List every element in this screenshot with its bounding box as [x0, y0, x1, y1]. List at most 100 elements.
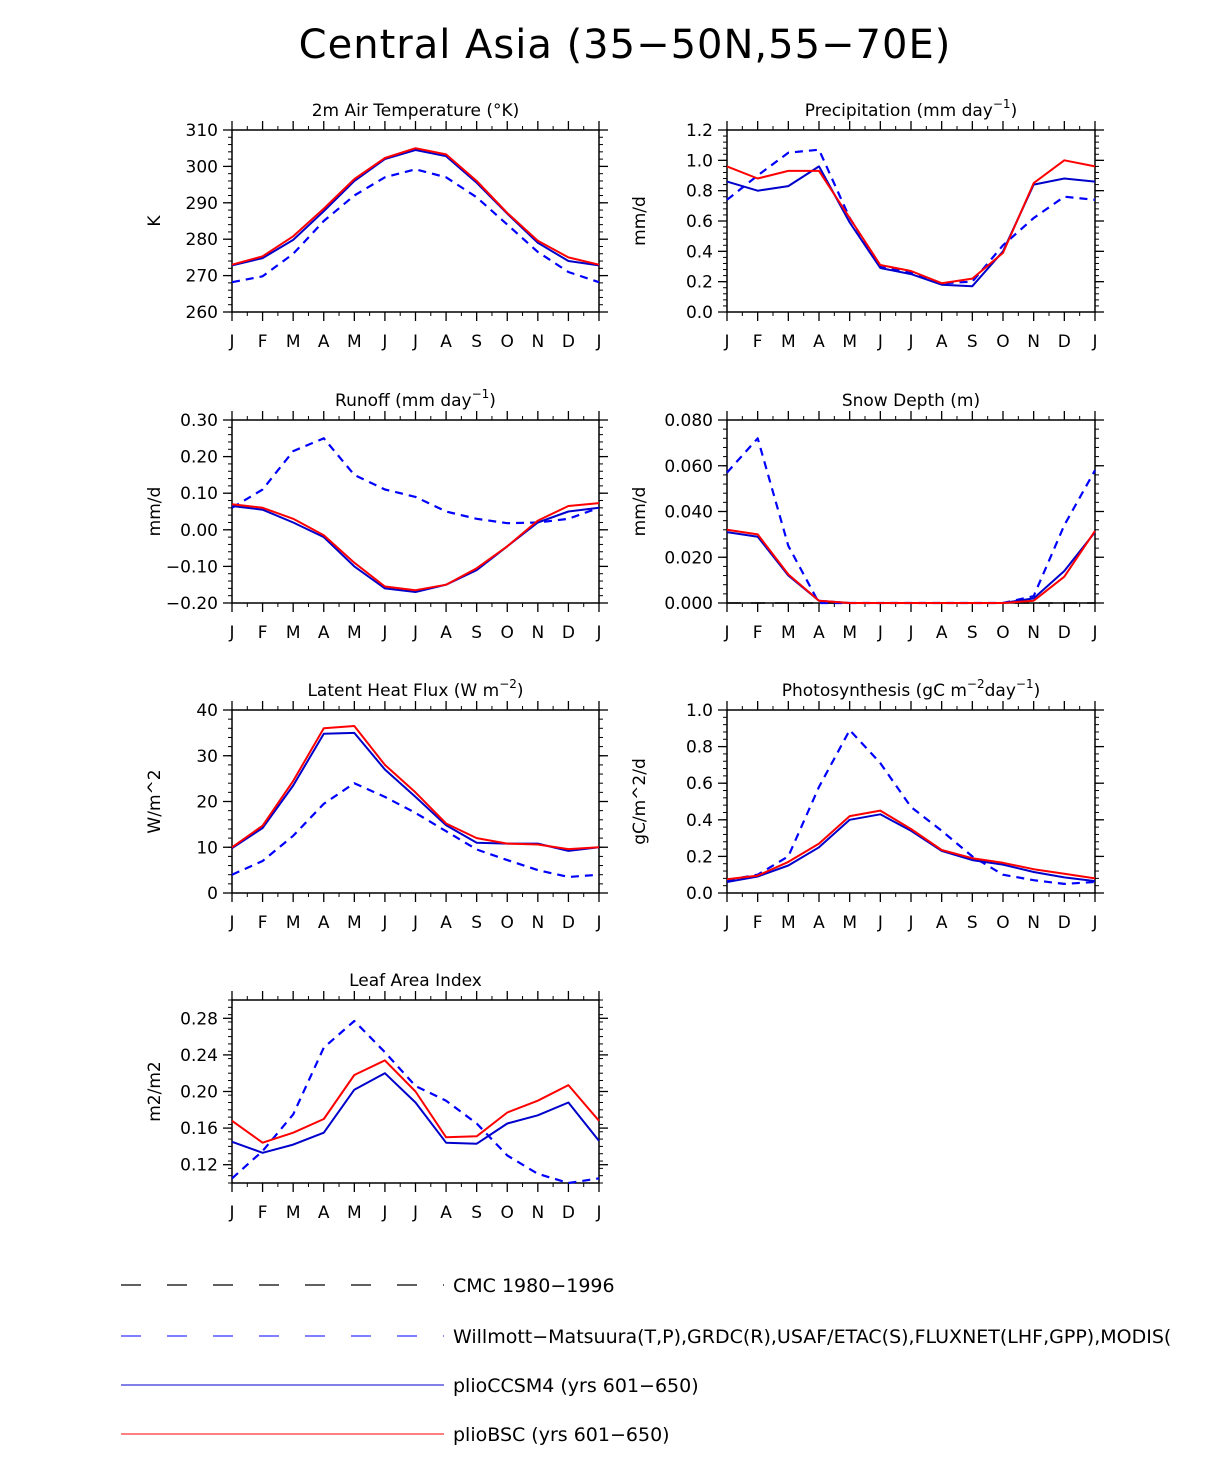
plot-frame [231, 419, 600, 604]
x-tick-label: J [877, 332, 883, 352]
x-tick-label: J [907, 913, 913, 933]
x-tick-label: J [381, 1203, 387, 1223]
panel-title: Latent Heat Flux (W m−2) [307, 677, 523, 701]
x-tick-label: M [286, 1203, 301, 1223]
y-tick-label: −0.20 [166, 594, 218, 614]
x-tick-label: O [501, 332, 514, 352]
x-tick-label: F [753, 913, 763, 933]
legend-item: plioBSC (yrs 601−650) [121, 1424, 670, 1446]
series-line-obs [231, 437, 600, 525]
x-tick-label: A [813, 913, 825, 933]
y-tick-label: 300 [186, 157, 218, 177]
x-tick-label: O [501, 623, 514, 643]
x-tick-label: A [440, 1203, 452, 1223]
x-tick-label: D [1058, 332, 1071, 352]
y-tick-label: 0.6 [686, 774, 713, 794]
legend-label: plioCCSM4 (yrs 601−650) [453, 1375, 699, 1397]
x-tick-label: D [562, 1203, 575, 1223]
series-line-bsc [726, 809, 1096, 881]
series-line-ccsm [726, 165, 1096, 288]
panel-title: Photosynthesis (gC m−2day−1) [782, 677, 1041, 701]
legend-label: CMC 1980−1996 [453, 1275, 615, 1297]
x-tick-label: A [318, 332, 330, 352]
y-tick-label: 0.2 [686, 273, 713, 293]
y-axis-label: gC/m^2/d [630, 758, 650, 845]
y-tick-label: 0.000 [664, 594, 713, 614]
x-tick-label: J [1091, 623, 1097, 643]
y-tick-label: 10 [196, 838, 218, 858]
x-tick-label: J [595, 1203, 601, 1223]
x-tick-label: F [753, 623, 763, 643]
page-title: Central Asia (35−50N,55−70E) [298, 22, 952, 68]
legend-label: plioBSC (yrs 601−650) [453, 1424, 670, 1446]
x-tick-label: J [907, 623, 913, 643]
x-tick-label: N [531, 332, 544, 352]
x-tick-label: D [562, 623, 575, 643]
series-line-obs [231, 1019, 600, 1185]
y-tick-label: 0.0 [686, 303, 713, 323]
y-tick-label: 0.060 [664, 457, 713, 477]
x-tick-label: A [813, 332, 825, 352]
y-tick-label: 260 [186, 303, 218, 323]
x-tick-label: D [1058, 623, 1071, 643]
y-axis-label: m2/m2 [145, 1061, 165, 1121]
chart-panel: J F M A M J J A S O N D J0.0000.0200.0400.0600.080mm… [630, 391, 1104, 643]
series-line-bsc [726, 528, 1096, 604]
x-tick-label: M [842, 913, 857, 933]
y-tick-label: 0.12 [180, 1156, 218, 1176]
x-tick-label: D [562, 913, 575, 933]
plot-frame [726, 129, 1096, 313]
x-tick-label: J [723, 332, 729, 352]
y-tick-label: 270 [186, 267, 218, 287]
x-tick-label: S [471, 913, 482, 933]
x-tick-label: S [967, 332, 978, 352]
plot-frame [231, 129, 600, 313]
x-tick-label: J [412, 1203, 418, 1223]
x-tick-label: S [471, 623, 482, 643]
y-tick-label: 1.0 [686, 701, 713, 721]
y-tick-label: 0.040 [664, 503, 713, 523]
y-tick-label: 0.20 [180, 448, 218, 468]
x-tick-label: J [412, 623, 418, 643]
series-line-obs [726, 148, 1096, 285]
legend-item: plioCCSM4 (yrs 601−650) [121, 1375, 699, 1397]
x-tick-label: M [347, 1203, 362, 1223]
x-tick-label: M [781, 332, 796, 352]
series-line-obs [726, 728, 1096, 886]
series-line-ccsm [231, 505, 600, 593]
panel-title: 2m Air Temperature (°K) [312, 101, 520, 121]
x-tick-label: D [1058, 913, 1071, 933]
y-tick-label: 0.8 [686, 738, 713, 758]
y-axis-label: W/m^2 [145, 769, 165, 833]
series-line-bsc [231, 502, 600, 592]
x-tick-label: F [753, 332, 763, 352]
series-line-ccsm [726, 813, 1096, 883]
y-tick-label: 0.8 [686, 182, 713, 202]
y-tick-label: 0 [207, 884, 218, 904]
series-line-bsc [231, 725, 600, 851]
x-tick-label: J [381, 332, 387, 352]
x-tick-label: J [595, 623, 601, 643]
x-tick-label: O [996, 913, 1009, 933]
x-tick-label: M [842, 623, 857, 643]
y-tick-label: 0.2 [686, 847, 713, 867]
y-axis-label: mm/d [145, 487, 165, 537]
chart-panel: J F M A M J J A S O N D J0.00.20.40.60.81.0gC/m^2/dP… [630, 677, 1104, 933]
x-tick-label: N [531, 913, 544, 933]
series-line-obs [231, 168, 600, 284]
x-tick-label: M [286, 623, 301, 643]
series-line-bsc [726, 159, 1096, 285]
x-tick-label: M [347, 332, 362, 352]
x-tick-label: S [471, 332, 482, 352]
x-tick-label: O [501, 1203, 514, 1223]
plot-frame [726, 419, 1096, 604]
x-tick-label: A [318, 1203, 330, 1223]
x-tick-label: J [1091, 332, 1097, 352]
series-line-bsc [231, 147, 600, 266]
plot-frame [231, 709, 600, 894]
y-tick-label: 280 [186, 230, 218, 250]
panel-title: Snow Depth (m) [842, 391, 980, 411]
y-tick-label: 20 [196, 793, 218, 813]
